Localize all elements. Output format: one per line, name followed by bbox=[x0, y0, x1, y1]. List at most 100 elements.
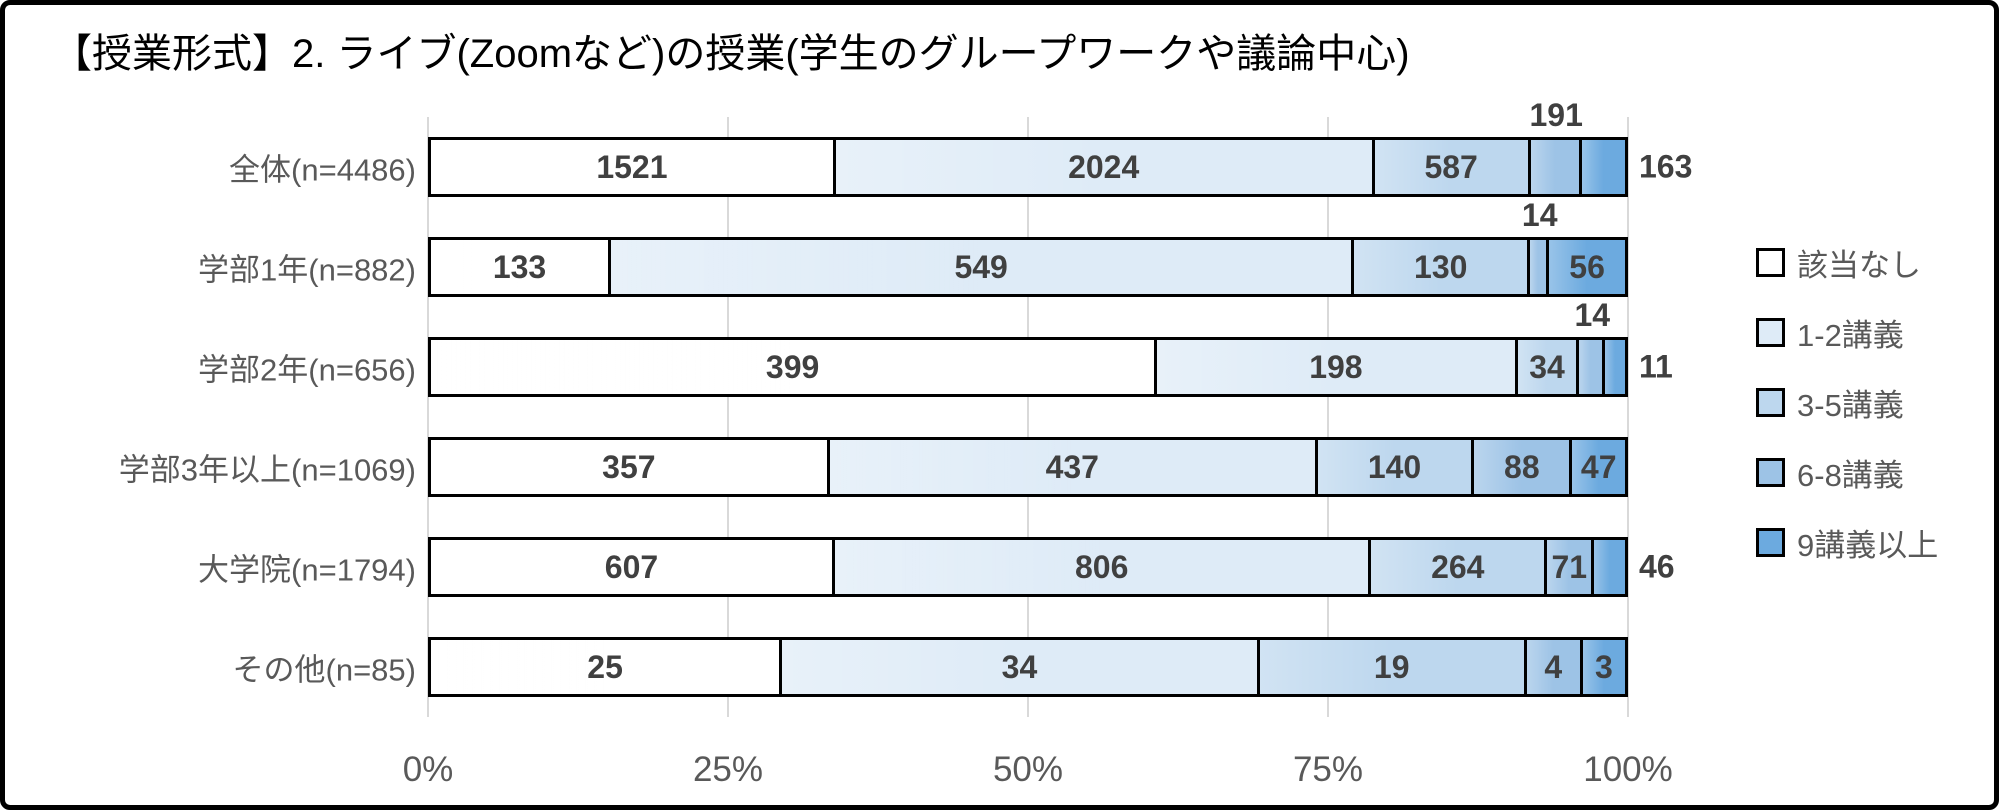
data-label: 34 bbox=[1529, 348, 1565, 385]
bar-row-4: 大学院(n=1794) 607 806 264 71 46 bbox=[198, 537, 1675, 597]
bar-segment-6-8講義 bbox=[1579, 340, 1605, 394]
legend-swatch bbox=[1756, 317, 1785, 347]
data-label: 1521 bbox=[596, 148, 668, 185]
plot-area: 全体(n=4486) 1521 2024 587 191 163 学部1年(n=882) 13… bbox=[119, 97, 1692, 717]
data-label: 130 bbox=[1414, 248, 1468, 285]
legend-item-3-5講義: 3-5講義 bbox=[1756, 367, 1938, 437]
bar-segment-該当なし: 357 bbox=[431, 440, 830, 494]
bar-row-1: 学部1年(n=882) 133 549 130 14 56 bbox=[198, 197, 1628, 297]
bar-row-3: 学部3年以上(n=1069) 357 437 140 88 47 bbox=[119, 437, 1628, 497]
x-axis-tick-label: 50% bbox=[992, 750, 1064, 789]
data-label: 357 bbox=[602, 448, 656, 485]
bar-segment-該当なし: 1521 bbox=[431, 140, 836, 194]
legend-label: 6-8講義 bbox=[1797, 457, 1904, 493]
data-label: 191 bbox=[1529, 97, 1583, 133]
bar-segment-6-8講義 bbox=[1530, 140, 1582, 194]
legend-item-6-8講義: 6-8講義 bbox=[1756, 437, 1938, 507]
legend-label: 9講義以上 bbox=[1797, 527, 1939, 563]
bar-segment-9講義以上 bbox=[1604, 340, 1625, 394]
data-label: 549 bbox=[954, 248, 1008, 285]
bar-segment-該当なし: 607 bbox=[431, 540, 835, 594]
bar-segment-1-2講義: 549 bbox=[611, 240, 1355, 294]
bar-segment-1-2講義: 437 bbox=[829, 440, 1318, 494]
gridline bbox=[727, 117, 729, 717]
bar-segment-6-8講義 bbox=[1530, 240, 1550, 294]
legend-label: 3-5講義 bbox=[1797, 387, 1904, 423]
legend-swatch bbox=[1756, 527, 1785, 557]
bar-segment-3-5講義: 264 bbox=[1371, 540, 1548, 594]
data-label: 133 bbox=[492, 248, 547, 285]
bar-segment-3-5講義: 19 bbox=[1259, 640, 1527, 694]
data-label: 198 bbox=[1309, 348, 1363, 385]
bar-segment-9講義以上 bbox=[1594, 540, 1625, 594]
category-label: 学部3年以上(n=1069) bbox=[118, 452, 416, 488]
bar-segment-1-2講義: 806 bbox=[834, 540, 1372, 594]
data-label: 47 bbox=[1580, 448, 1617, 485]
legend-item-9講義以上: 9講義以上 bbox=[1756, 507, 1938, 577]
bar-segment-9講義以上: 56 bbox=[1549, 240, 1625, 294]
data-label: 2024 bbox=[1068, 148, 1140, 185]
data-label: 806 bbox=[1075, 548, 1129, 585]
data-label: 71 bbox=[1551, 548, 1588, 585]
data-label: 25 bbox=[587, 648, 623, 685]
x-axis-tick-label: 75% bbox=[1292, 750, 1364, 789]
bar-row-0: 全体(n=4486) 1521 2024 587 191 163 bbox=[229, 97, 1692, 197]
category-label: 学部2年(n=656) bbox=[198, 352, 416, 388]
data-label: 19 bbox=[1373, 648, 1410, 685]
gridline bbox=[1327, 117, 1329, 717]
legend-swatch bbox=[1756, 457, 1785, 487]
data-label: 264 bbox=[1431, 548, 1485, 585]
data-label: 399 bbox=[765, 348, 820, 385]
bar-segment-3-5講義: 587 bbox=[1374, 140, 1531, 194]
bar-segment-1-2講義: 34 bbox=[782, 640, 1260, 694]
gridline bbox=[1027, 117, 1029, 717]
category-label: 学部1年(n=882) bbox=[198, 252, 416, 288]
data-label: 587 bbox=[1424, 148, 1478, 185]
bar-segment-3-5講義: 34 bbox=[1517, 340, 1580, 394]
bar-segment-9講義以上: 47 bbox=[1572, 440, 1625, 494]
bar-segment-該当なし: 133 bbox=[431, 240, 612, 294]
bar-segment-3-5講義: 140 bbox=[1317, 440, 1475, 494]
data-label: 437 bbox=[1045, 448, 1099, 485]
data-label: 140 bbox=[1367, 448, 1422, 485]
bar-row-2: 学部2年(n=656) 399 198 34 14 11 bbox=[198, 297, 1673, 397]
data-label: 56 bbox=[1569, 248, 1605, 285]
bar-row-5: その他(n=85) 25 34 19 4 3 bbox=[233, 637, 1628, 697]
bar-segment-1-2講義: 198 bbox=[1157, 340, 1518, 394]
data-label: 607 bbox=[604, 548, 659, 585]
category-label: 大学院(n=1794) bbox=[198, 552, 416, 588]
bar-segment-該当なし: 25 bbox=[431, 640, 783, 694]
category-label: 全体(n=4486) bbox=[229, 152, 416, 188]
data-label: 14 bbox=[1521, 197, 1558, 233]
category-label: その他(n=85) bbox=[232, 652, 416, 688]
x-axis-tick-label: 100% bbox=[1583, 750, 1673, 789]
gridline bbox=[1627, 117, 1629, 717]
data-label: 88 bbox=[1504, 448, 1540, 485]
bar-segment-該当なし: 399 bbox=[431, 340, 1158, 394]
data-label: 3 bbox=[1595, 648, 1613, 685]
gridline bbox=[427, 117, 429, 717]
bar-segment-3-5講義: 130 bbox=[1354, 240, 1531, 294]
legend: 該当なし 1-2講義 3-5講義 6-8講義 9講義以上 bbox=[1756, 227, 1938, 577]
x-axis-tick-label: 0% bbox=[402, 750, 454, 789]
data-label: 46 bbox=[1639, 548, 1675, 585]
bar-segment-6-8講義: 71 bbox=[1547, 540, 1595, 594]
legend-swatch bbox=[1756, 387, 1785, 417]
chart-title: 【授業形式】2. ライブ(Zoomなど)の授業(学生のグループワークや議論中心) bbox=[52, 32, 1410, 76]
data-label: 11 bbox=[1639, 348, 1673, 385]
bar-segment-1-2講義: 2024 bbox=[835, 140, 1375, 194]
legend-item-該当なし: 該当なし bbox=[1756, 227, 1938, 297]
data-label: 34 bbox=[1001, 648, 1038, 685]
legend-label: 該当なし bbox=[1797, 247, 1921, 283]
bar-segment-9講義以上: 3 bbox=[1582, 640, 1625, 694]
legend-swatch bbox=[1756, 247, 1785, 277]
data-label: 4 bbox=[1544, 648, 1563, 685]
data-label: 163 bbox=[1639, 148, 1693, 185]
bar-segment-9講義以上 bbox=[1581, 140, 1625, 194]
bar-segment-6-8講義: 88 bbox=[1474, 440, 1573, 494]
x-axis-tick-label: 25% bbox=[692, 750, 764, 789]
legend-label: 1-2講義 bbox=[1797, 317, 1904, 353]
bar-segment-6-8講義: 4 bbox=[1526, 640, 1583, 694]
legend-item-1-2講義: 1-2講義 bbox=[1756, 297, 1938, 367]
